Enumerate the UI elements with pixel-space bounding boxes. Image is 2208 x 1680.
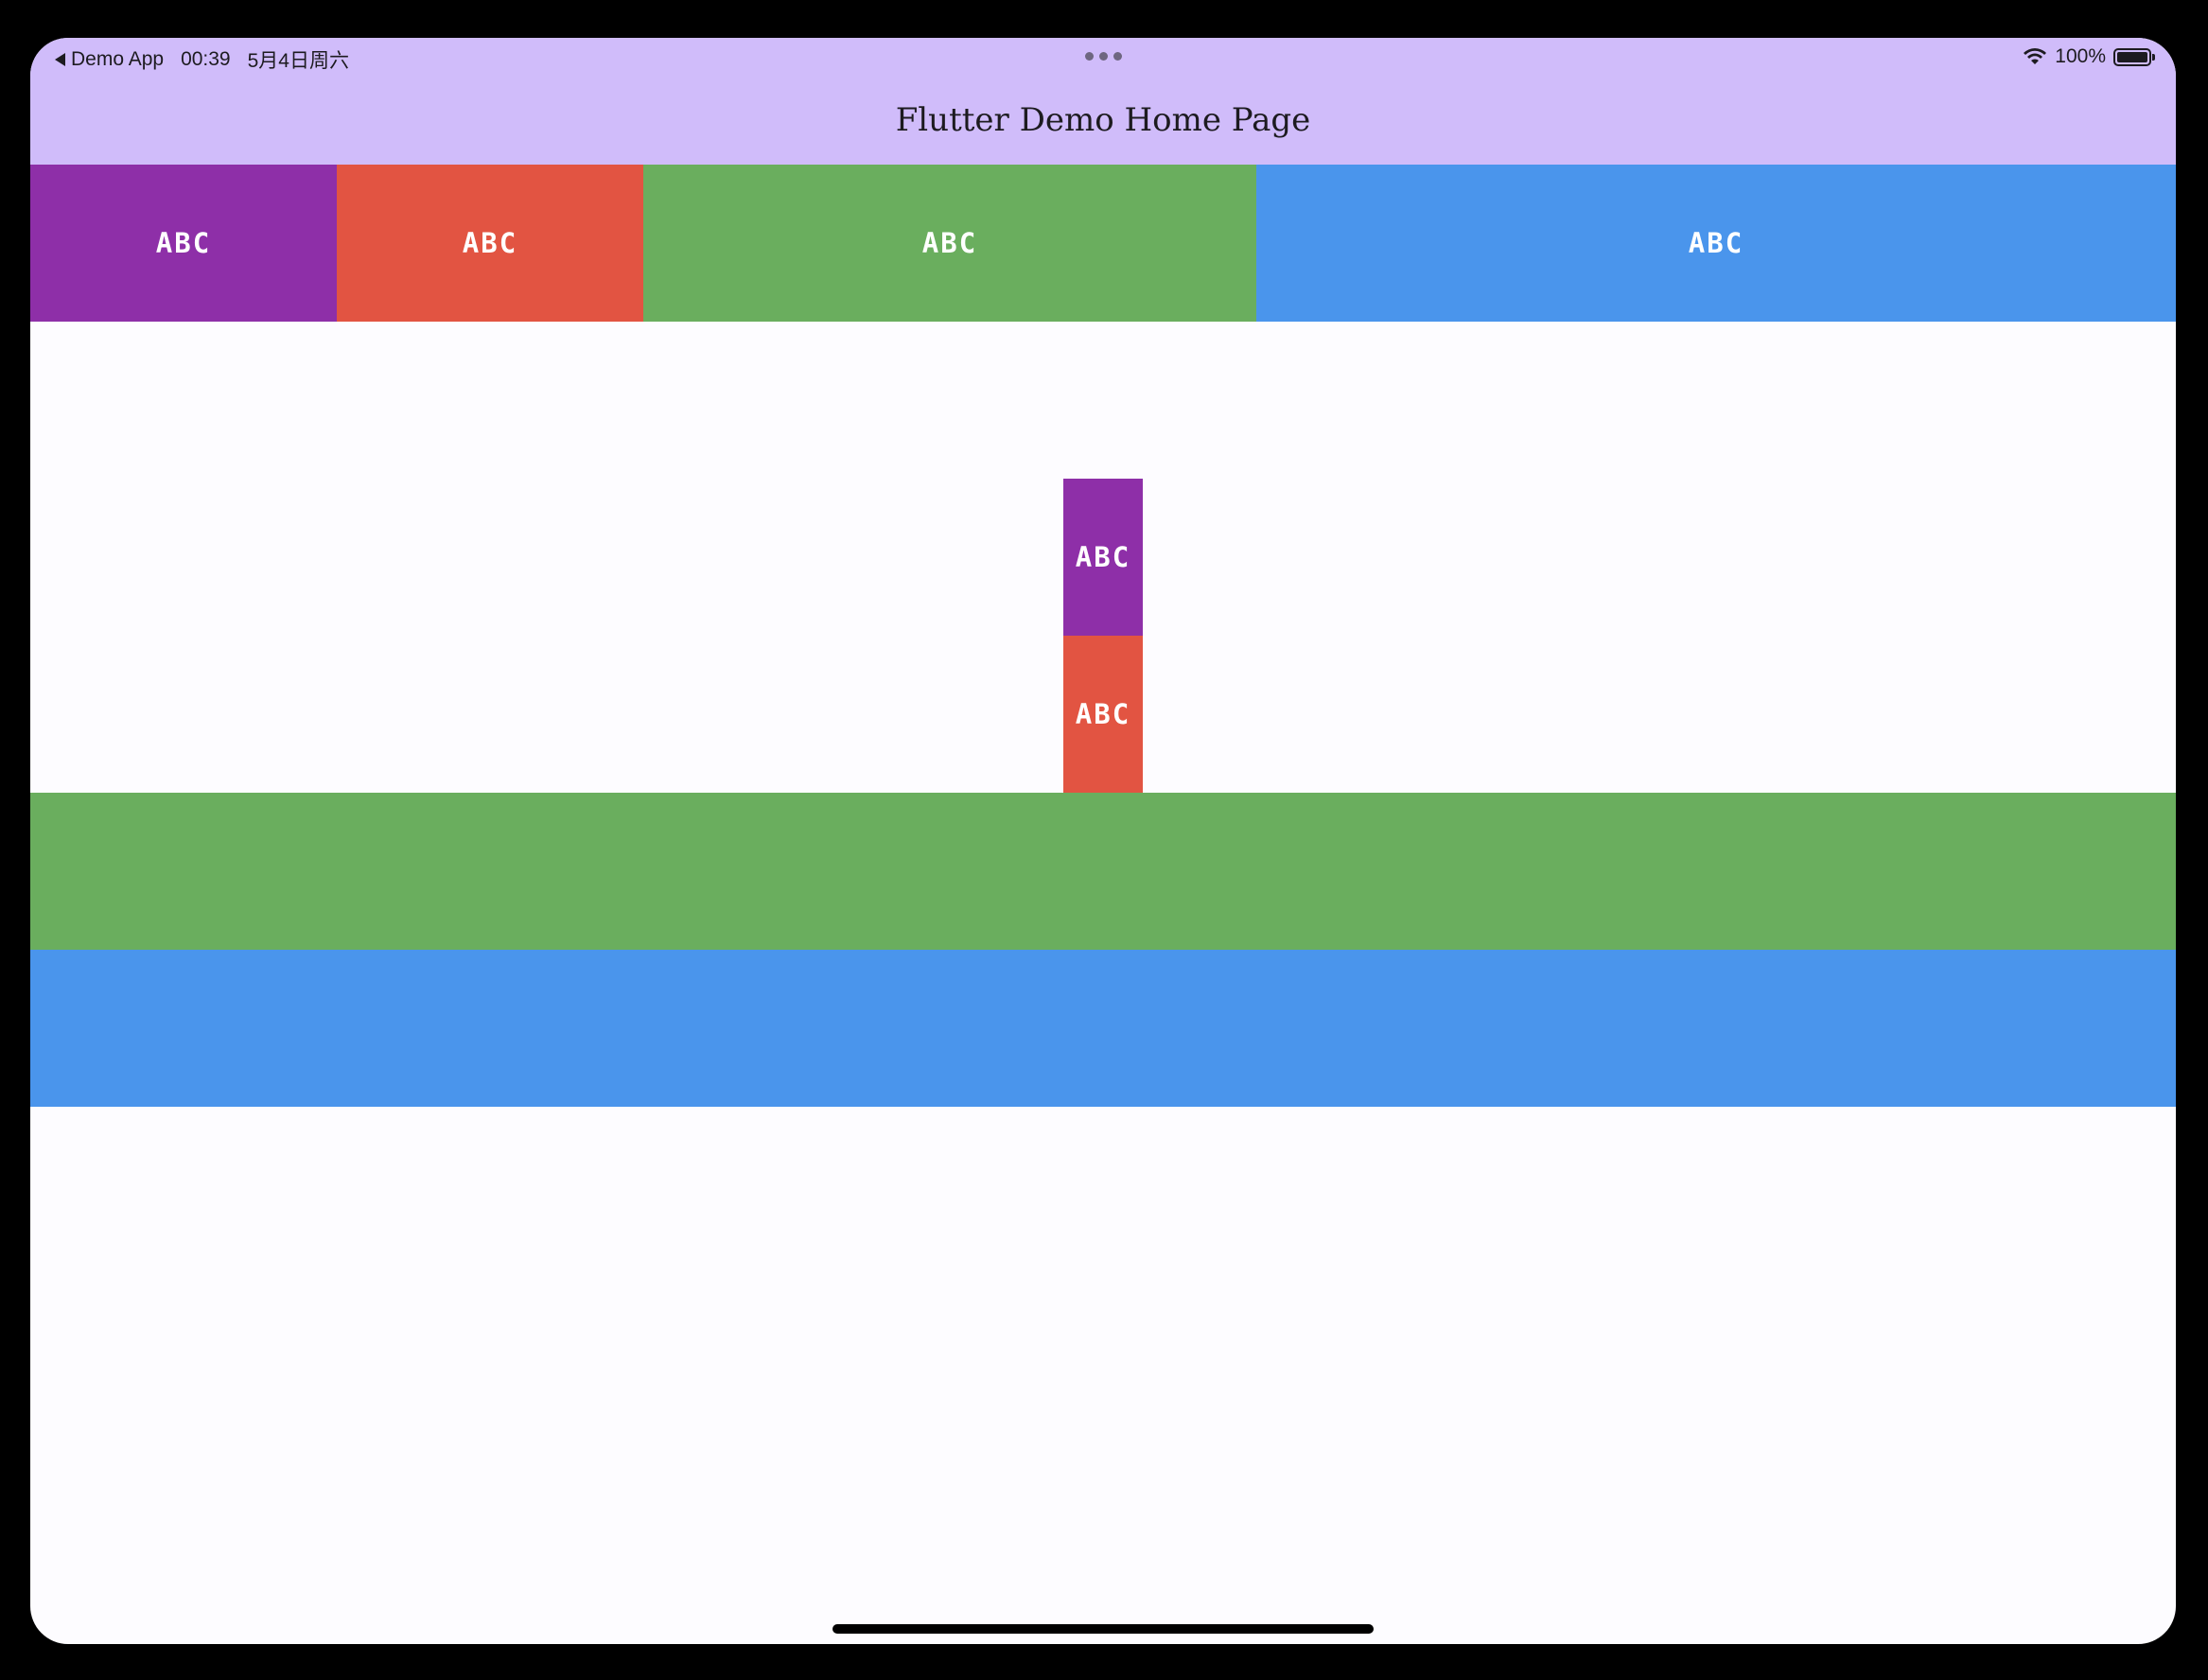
battery-percent: 100% — [2055, 45, 2106, 67]
row-box-blue: ABC — [1256, 165, 2176, 322]
back-arrow-icon — [55, 53, 65, 66]
dot — [1113, 52, 1122, 61]
column-box-green-stretched — [30, 793, 2176, 950]
home-indicator[interactable] — [832, 1624, 1374, 1634]
page-title: Flutter Demo Home Page — [895, 101, 1311, 139]
status-right: 100% — [2023, 45, 2155, 68]
status-bar: Demo App 00:39 5月4日周六 100% — [30, 38, 2176, 76]
wifi-icon — [2024, 48, 2047, 64]
back-to-app-button[interactable]: Demo App — [55, 48, 164, 71]
status-time: 00:39 — [181, 48, 231, 70]
column-box-purple: ABC — [1063, 479, 1143, 636]
dot — [1085, 52, 1094, 61]
content-area: ABC ABC ABC ABC ABC ABC — [30, 165, 2176, 1644]
back-app-label: Demo App — [71, 48, 165, 70]
more-dots-icon[interactable] — [1085, 52, 1122, 61]
battery-fill — [2117, 51, 2147, 62]
app-bar: Flutter Demo Home Page — [30, 76, 2176, 165]
row-box-purple: ABC — [30, 165, 337, 322]
row-box-green: ABC — [643, 165, 1256, 322]
column-box-red: ABC — [1063, 636, 1143, 793]
status-left: Demo App 00:39 5月4日周六 — [55, 45, 349, 74]
column-box-blue-stretched — [30, 950, 2176, 1107]
device-screen: Demo App 00:39 5月4日周六 100% Flutter Demo … — [30, 38, 2176, 1644]
battery-icon — [2113, 47, 2155, 66]
dot — [1099, 52, 1108, 61]
status-date: 5月4日周六 — [247, 50, 349, 72]
row-box-red: ABC — [337, 165, 643, 322]
